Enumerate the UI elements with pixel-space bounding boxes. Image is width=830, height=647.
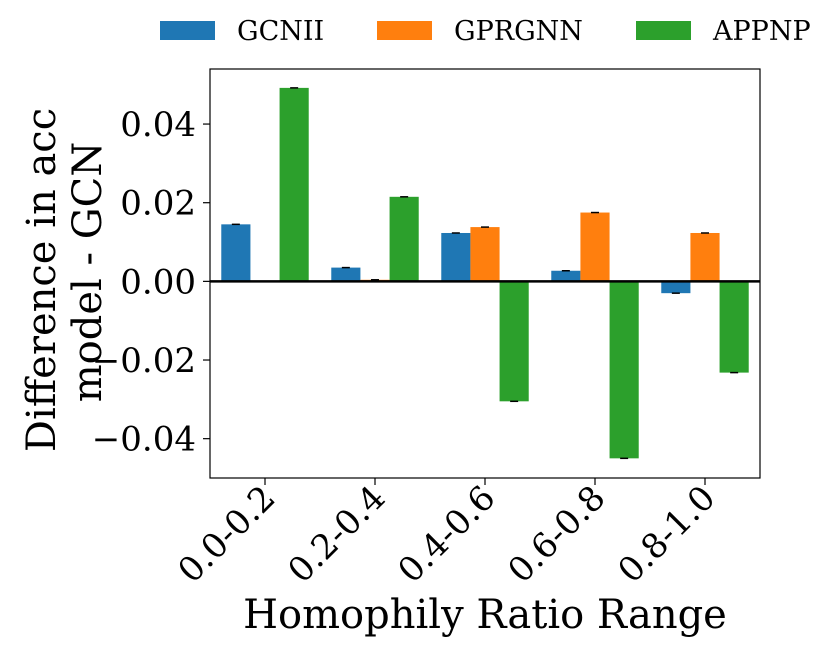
y-tick-label: −0.04	[92, 420, 196, 460]
x-axis-ticks: 0.0-0.20.2-0.40.4-0.60.6-0.80.8-1.0	[170, 478, 723, 591]
legend-label-appnp: APPNP	[712, 16, 811, 47]
bar-gprgnn-0.8-1.0	[690, 232, 720, 282]
bar-gcnii-0.0-0.2	[221, 224, 251, 282]
x-tick-label: 0.8-1.0	[610, 478, 723, 591]
legend-swatch-appnp	[636, 21, 691, 40]
bars	[221, 87, 749, 460]
bar-gcnii-0.8-1.0	[661, 281, 691, 294]
bar-appnp-0.6-0.8	[609, 281, 639, 459]
y-tick-label: −0.02	[92, 341, 196, 381]
y-tick-label: 0.02	[120, 184, 196, 224]
y-axis-label-line-2: model - GCN	[65, 142, 111, 403]
legend-label-gcnii: GCNII	[237, 16, 324, 47]
y-axis-label-line-1: Difference in acc	[19, 108, 65, 452]
bar-gprgnn-0.4-0.6	[470, 227, 500, 282]
bar-gcnii-0.6-0.8	[551, 270, 581, 282]
bar-appnp-0.4-0.6	[499, 281, 529, 402]
bar-gprgnn-0.6-0.8	[580, 212, 610, 282]
bar-appnp-0.0-0.2	[279, 87, 309, 282]
x-tick-label: 0.6-0.8	[500, 478, 613, 591]
x-tick-label: 0.4-0.6	[390, 478, 503, 591]
x-tick-label: 0.2-0.4	[280, 478, 393, 591]
x-tick-label: 0.0-0.2	[170, 478, 283, 591]
y-axis-ticks: 0.04 0.02 0.00 −0.02 −0.04	[92, 105, 210, 460]
bar-gcnii-0.2-0.4	[331, 267, 361, 282]
legend-swatch-gprgnn	[377, 21, 432, 40]
bar-appnp-0.8-1.0	[719, 281, 749, 373]
bar-gcnii-0.4-0.6	[441, 232, 471, 282]
x-axis-label: Homophily Ratio Range	[243, 592, 727, 638]
legend-label-gprgnn: GPRGNN	[454, 16, 583, 47]
y-tick-label: 0.00	[120, 262, 196, 302]
y-tick-label: 0.04	[120, 105, 196, 145]
bar-appnp-0.2-0.4	[389, 196, 419, 282]
legend-swatch-gcnii	[160, 21, 215, 40]
legend: GCNII GPRGNN APPNP	[160, 16, 811, 47]
